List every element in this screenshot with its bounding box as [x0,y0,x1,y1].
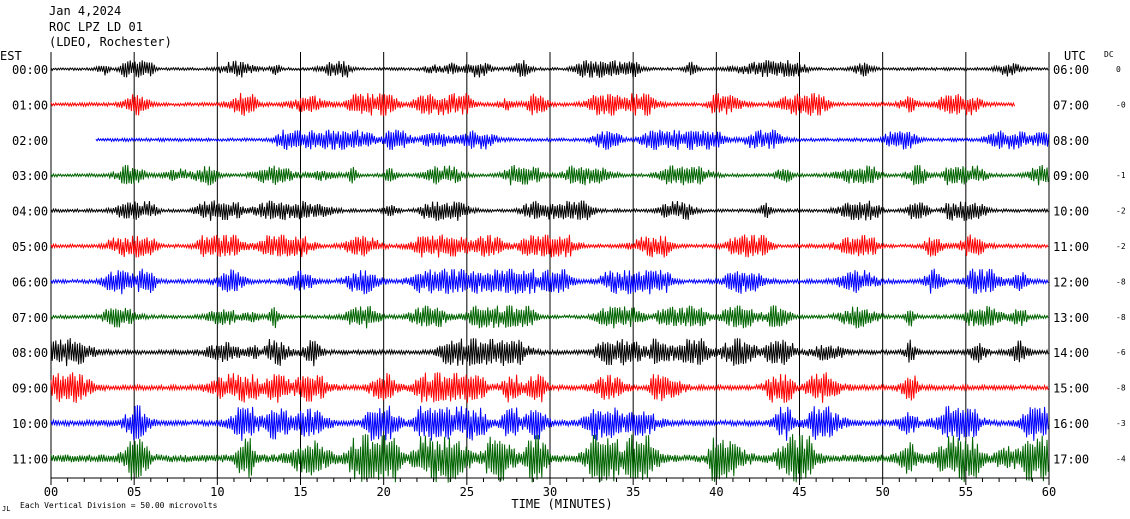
row-labels: 00:00 06:00 0 01:00 07:00 -0 02:00 08:00 03:00 09… [12,63,1126,466]
est-row-label: 09:00 [12,382,48,396]
dc-value: 0 [1116,65,1121,74]
date-label: Jan 4,2024 [49,4,121,18]
utc-row-label: 08:00 [1053,134,1089,148]
x-tick-label: 25 [460,485,474,499]
est-row-label: 00:00 [12,63,48,77]
utc-row-label: 15:00 [1053,382,1089,396]
trace-0000 [50,60,1049,78]
x-tick-label: 15 [293,485,307,499]
x-tick-label: 05 [127,485,141,499]
trace-0300 [50,164,1049,186]
x-axis-ticks: 00 05 10 15 20 25 30 35 40 45 50 55 60 [44,477,1056,499]
utc-row-label: 11:00 [1053,240,1089,254]
dc-value: -6 [1116,348,1126,357]
est-row-label: 01:00 [12,98,48,112]
trace-0900 [50,372,1049,403]
trace-0600 [50,268,1049,295]
dc-value: -1 [1116,171,1126,180]
est-row-label: 04:00 [12,205,48,219]
dc-value: -2 [1116,207,1126,216]
utc-row-label: 10:00 [1053,205,1089,219]
utc-row-label: 12:00 [1053,275,1089,289]
x-tick-label: 10 [210,485,224,499]
est-row-label: 08:00 [12,346,48,360]
traces [50,60,1050,483]
grid [50,52,1050,478]
utc-row-label: 16:00 [1053,417,1089,431]
x-tick-label: 55 [959,485,973,499]
footnote-mark: JL [2,505,10,513]
trace-1000 [50,405,1049,441]
x-tick-label: 35 [626,485,640,499]
trace-1100 [50,434,1049,483]
utc-row-label: 06:00 [1053,63,1089,77]
utc-row-label: 13:00 [1053,311,1089,325]
est-row-label: 02:00 [12,134,48,148]
dc-value: -4 [1116,454,1126,463]
trace-0800 [50,338,1049,367]
x-axis-title: TIME (MINUTES) [511,497,612,511]
utc-row-label: 14:00 [1053,346,1089,360]
est-row-label: 07:00 [12,311,48,325]
x-tick-label: 40 [709,485,723,499]
est-row-label: 11:00 [12,452,48,466]
utc-axis-label: UTC [1064,49,1086,63]
est-row-label: 10:00 [12,417,48,431]
trace-0200 [95,129,1050,151]
dc-value: -3 [1116,419,1126,428]
x-tick-label: 50 [875,485,889,499]
dc-label: DC [1104,50,1114,59]
est-axis-label: EST [0,49,22,63]
station-label: ROC LPZ LD 01 [49,20,143,34]
x-tick-label: 45 [792,485,806,499]
trace-0500 [50,234,1049,258]
scale-footnote: Each Vertical Division = 50.00 microvolt… [20,501,218,510]
dc-value: -2 [1116,242,1126,251]
trace-0100 [50,92,1016,116]
trace-0700 [50,305,1049,329]
trace-0400 [50,200,1049,221]
x-tick-label: 30 [543,485,557,499]
est-row-label: 06:00 [12,275,48,289]
network-label: (LDEO, Rochester) [49,35,172,49]
utc-row-label: 07:00 [1053,98,1089,112]
dc-value: -8 [1116,277,1126,286]
x-tick-label: 60 [1042,485,1056,499]
utc-row-label: 09:00 [1053,169,1089,183]
x-tick-label: 00 [44,485,58,499]
dc-value: -0 [1116,100,1126,109]
est-row-label: 05:00 [12,240,48,254]
est-row-label: 03:00 [12,169,48,183]
dc-value: -8 [1116,384,1126,393]
x-tick-label: 20 [376,485,390,499]
utc-row-label: 17:00 [1053,452,1089,466]
dc-value: -8 [1116,313,1126,322]
